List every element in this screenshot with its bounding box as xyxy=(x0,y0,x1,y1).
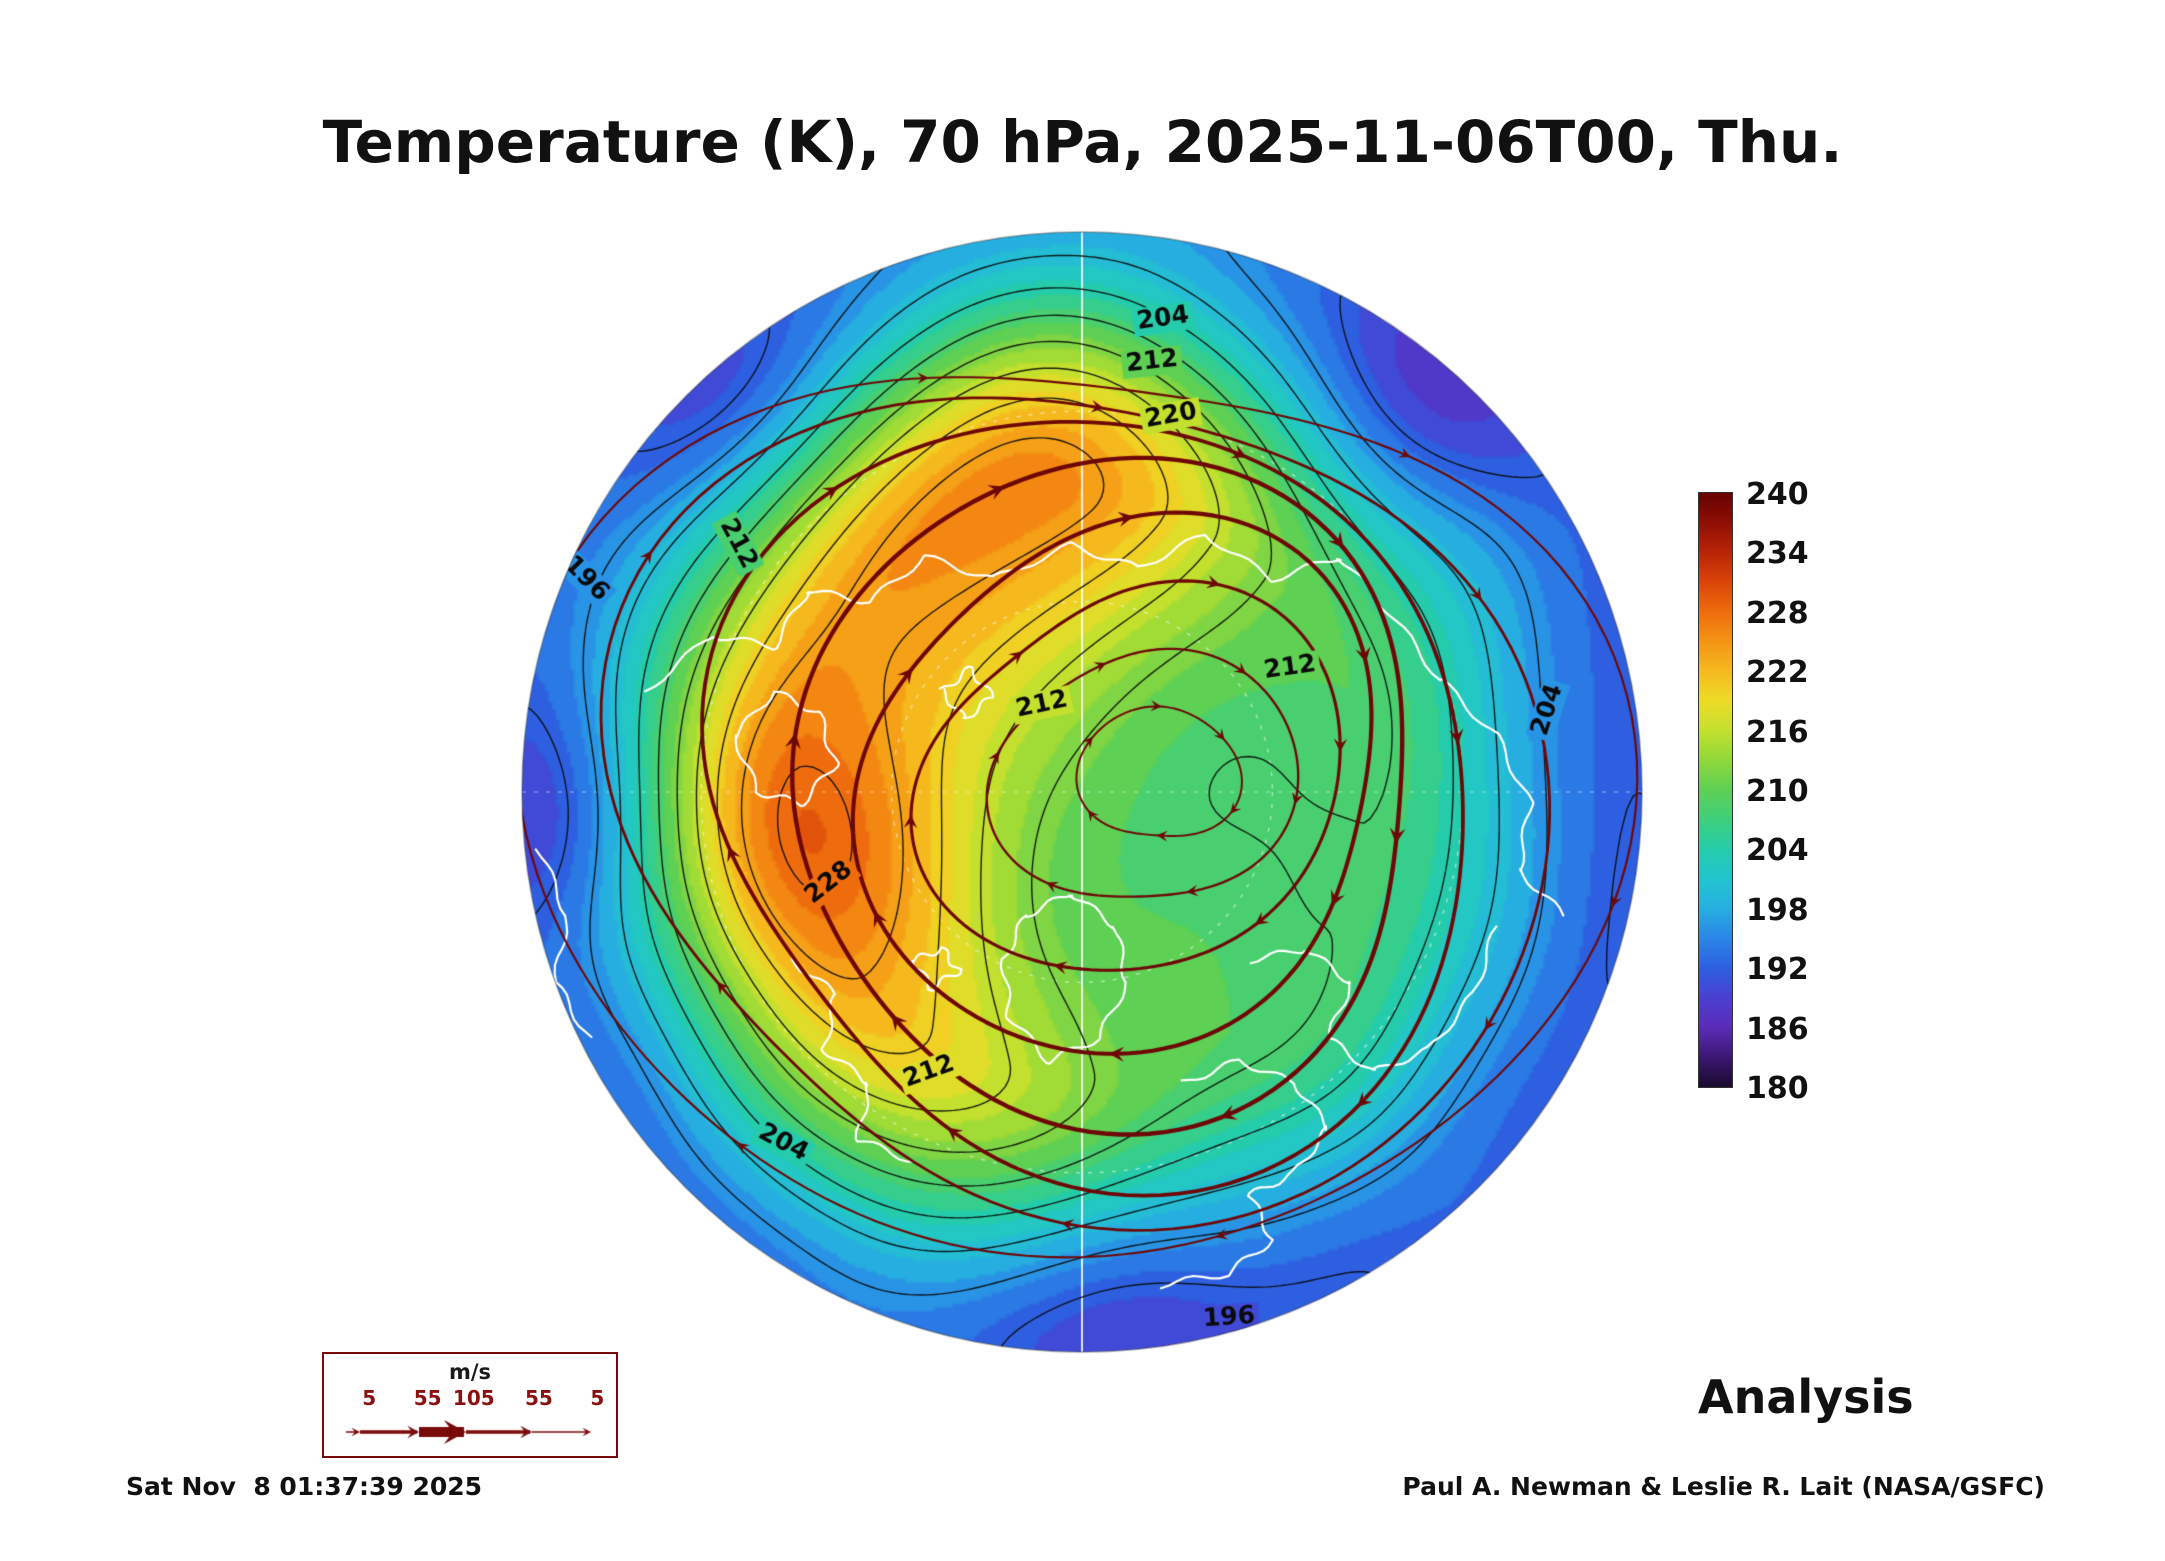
colorbar-tick-label: 180 xyxy=(1746,1071,1809,1106)
colorbar-tick-label: 222 xyxy=(1746,655,1809,691)
wind-speed-legend: m/s 5 55 105 55 5 xyxy=(322,1352,618,1458)
colorbar-tick-label: 186 xyxy=(1746,1011,1809,1047)
wind-legend-tick-label: 55 xyxy=(524,1386,553,1410)
colorbar-tick-label: 210 xyxy=(1746,774,1809,809)
colorbar-tick-label: 228 xyxy=(1746,595,1809,631)
wind-legend-tick-labels: 5 55 105 55 5 xyxy=(324,1386,616,1410)
analysis-label: Analysis xyxy=(1698,1370,1914,1424)
wind-arrow-scale-icon xyxy=(334,1412,610,1452)
colorbar-gradient xyxy=(1698,492,1733,1088)
colorbar-tick-labels: 240 234 228 222 216 210 204 198 192 186 180 xyxy=(1698,477,1818,1106)
wind-legend-tick-label: 105 xyxy=(452,1386,495,1410)
wind-legend-tick-label: 55 xyxy=(413,1386,442,1410)
wind-legend-tick-label: 5 xyxy=(590,1386,605,1410)
wind-legend-tick-label: 5 xyxy=(362,1386,377,1410)
colorbar-tick-label: 192 xyxy=(1746,952,1809,988)
colorbar-tick-label: 216 xyxy=(1746,714,1809,750)
page-title: Temperature (K), 70 hPa, 2025-11-06T00, … xyxy=(322,108,1843,176)
creation-timestamp: Sat Nov 8 01:37:39 2025 xyxy=(126,1472,483,1501)
colorbar-tick-label: 234 xyxy=(1746,536,1809,572)
colorbar-tick-label: 198 xyxy=(1746,892,1809,928)
wind-legend-units-label: m/s xyxy=(448,1360,492,1384)
colorbar-tick-label: 204 xyxy=(1746,833,1809,869)
colorbar-tick-label: 240 xyxy=(1746,477,1809,512)
credit-text: Paul A. Newman & Leslie R. Lait (NASA/GS… xyxy=(1402,1472,2045,1501)
